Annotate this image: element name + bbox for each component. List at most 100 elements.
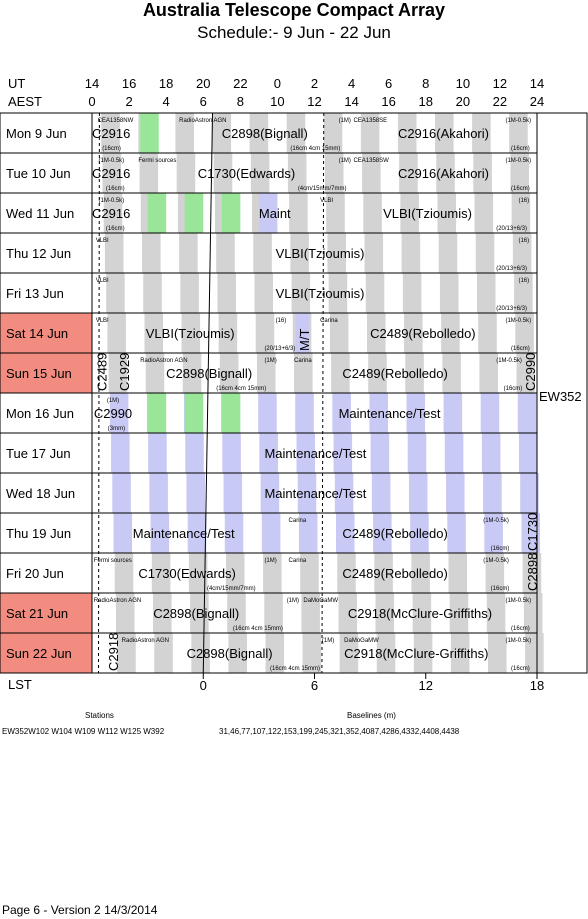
highlight-band	[184, 193, 204, 233]
block-note: (16cm)	[511, 146, 530, 152]
shade-band	[139, 153, 159, 193]
block-note: VLBI	[96, 278, 109, 284]
shade-band	[338, 593, 357, 633]
shade-band	[374, 553, 393, 593]
shade-band	[101, 113, 120, 153]
shade-band	[474, 193, 494, 233]
block-note: (1M)	[107, 398, 119, 404]
shade-band	[188, 553, 208, 593]
shade-band	[472, 113, 491, 153]
shade-band	[265, 633, 285, 673]
block-label: VLBI(Tzioumis)	[383, 206, 472, 221]
shade-band	[373, 513, 392, 553]
block-label: Maintenance/Test	[133, 526, 235, 541]
side-box	[536, 112, 588, 674]
shade-band	[336, 513, 355, 553]
aest-tick: 22	[493, 94, 507, 109]
shade-band	[369, 393, 388, 433]
block-note: (16)	[518, 238, 529, 244]
shade-band	[218, 313, 238, 353]
shade-band	[216, 233, 235, 273]
highlight-band	[221, 393, 241, 433]
block-note: RadioAstron AGN	[122, 638, 169, 644]
block-label: C2898(Bignall)	[187, 646, 273, 661]
ut-tick: 8	[422, 76, 429, 91]
block-note: (1M-0.5k)	[505, 318, 531, 324]
shade-band	[117, 633, 136, 673]
shade-band	[186, 473, 205, 513]
block-note: (4cm/15mm/7mm)	[207, 586, 256, 592]
block-label: Maintenance/Test	[339, 406, 441, 421]
block-label: VLBI(Tzioumis)	[276, 246, 365, 261]
ut-tick: 22	[233, 76, 247, 91]
shade-band	[364, 233, 384, 273]
shade-band	[488, 633, 507, 673]
block-note: (1M-0.5k)	[505, 118, 531, 124]
shade-band	[259, 433, 278, 473]
block-note: VLBI	[320, 198, 333, 204]
shade-band	[362, 153, 381, 193]
shade-band	[520, 473, 539, 513]
side-label: EW352	[539, 389, 582, 404]
day-label: Sat 14 Jun	[6, 326, 68, 341]
shade-band	[287, 153, 307, 193]
shade-band	[102, 153, 122, 193]
shade-band	[523, 593, 543, 633]
block-note: (1M)	[264, 558, 276, 564]
block-label: C2916(Akahori)	[398, 166, 489, 181]
shade-band	[514, 273, 533, 313]
ut-tick: 14	[85, 76, 99, 91]
shade-band	[406, 393, 426, 433]
shade-band	[479, 353, 498, 393]
shade-band	[108, 353, 128, 393]
block-label: C2489(Rebolledo)	[342, 366, 448, 381]
day-label: Wed 18 Jun	[6, 486, 75, 501]
day-label: Mon 16 Jun	[6, 406, 74, 421]
shade-band	[525, 633, 544, 673]
shade-band	[263, 553, 282, 593]
shade-band	[360, 113, 380, 153]
shade-band	[408, 473, 428, 513]
page-footer: Page 6 - Version 2 14/3/2014	[2, 903, 158, 917]
shade-band	[142, 233, 161, 273]
day-label: Mon 9 Jun	[6, 126, 67, 141]
shade-band	[109, 393, 129, 433]
shade-band	[371, 473, 391, 513]
shade-band	[337, 553, 356, 593]
shade-band	[115, 593, 135, 633]
block-note: (16cm)	[491, 546, 510, 552]
block-note: (1M)	[339, 118, 351, 124]
block-note: Carina	[289, 518, 307, 524]
day-label: Thu 19 Jun	[6, 526, 71, 541]
shade-band	[144, 313, 164, 353]
block-note: (16cm)	[504, 386, 523, 392]
shade-band	[517, 393, 537, 433]
shade-band	[228, 633, 247, 673]
vertical-label: C2489	[95, 353, 110, 391]
aest-tick: 24	[530, 94, 544, 109]
weekend-bg	[0, 313, 92, 353]
page-subtitle: Schedule:- 9 Jun - 22 Jun	[197, 23, 391, 42]
shade-band	[328, 273, 348, 313]
shade-band	[264, 593, 283, 633]
shade-band	[113, 513, 133, 553]
shade-band	[441, 313, 460, 353]
day-label: Tue 17 Jun	[6, 446, 71, 461]
aest-tick: 6	[200, 94, 207, 109]
lst-tick: 12	[419, 678, 433, 693]
shade-band	[187, 513, 207, 553]
shade-band	[217, 273, 236, 313]
shade-band	[154, 633, 173, 673]
shade-band	[400, 193, 419, 233]
block-label: C2916	[92, 166, 130, 181]
shade-band	[256, 353, 276, 393]
day-label: Wed 11 Jun	[6, 206, 74, 221]
ut-tick: 10	[456, 76, 470, 91]
shade-band	[249, 113, 269, 153]
shade-band	[473, 153, 492, 193]
block-note: RadioAstron AGN	[140, 358, 187, 364]
shade-band	[407, 433, 427, 473]
shade-band	[106, 273, 125, 313]
lst-label: LST	[8, 677, 32, 692]
shade-band	[438, 233, 458, 273]
